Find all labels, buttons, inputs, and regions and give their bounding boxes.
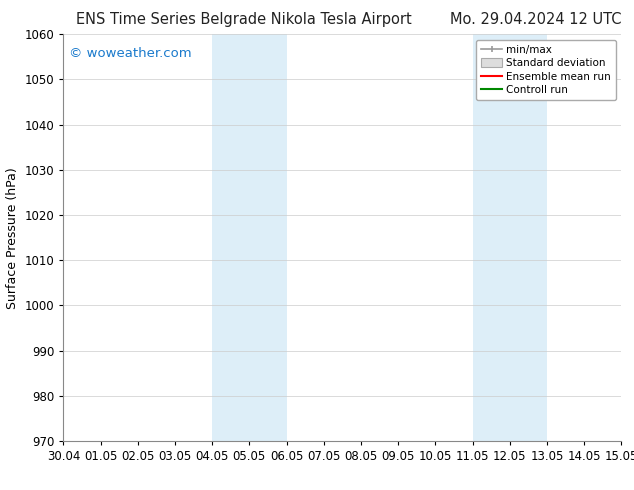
Y-axis label: Surface Pressure (hPa): Surface Pressure (hPa) [6, 167, 19, 309]
Text: © woweather.com: © woweather.com [69, 47, 191, 59]
Legend: min/max, Standard deviation, Ensemble mean run, Controll run: min/max, Standard deviation, Ensemble me… [476, 40, 616, 100]
Bar [472, 34, 547, 441]
Text: Mo. 29.04.2024 12 UTC: Mo. 29.04.2024 12 UTC [450, 12, 621, 27]
Bar [212, 34, 287, 441]
Text: ENS Time Series Belgrade Nikola Tesla Airport: ENS Time Series Belgrade Nikola Tesla Ai… [76, 12, 412, 27]
